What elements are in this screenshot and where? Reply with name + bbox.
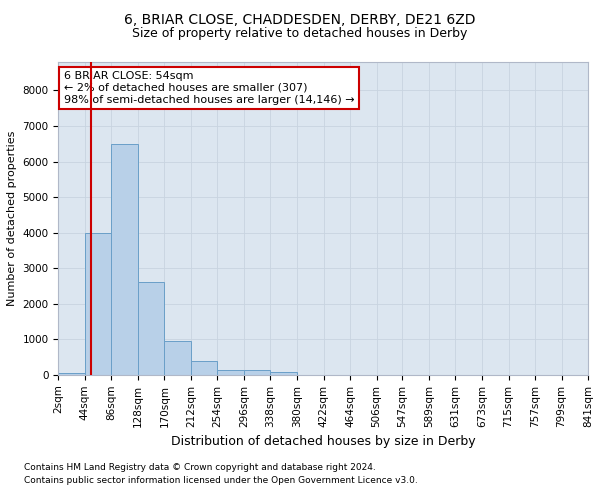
Text: Contains HM Land Registry data © Crown copyright and database right 2024.: Contains HM Land Registry data © Crown c… xyxy=(24,464,376,472)
Bar xyxy=(85,232,112,375)
Bar xyxy=(244,370,271,375)
Text: 6 BRIAR CLOSE: 54sqm
← 2% of detached houses are smaller (307)
98% of semi-detac: 6 BRIAR CLOSE: 54sqm ← 2% of detached ho… xyxy=(64,72,354,104)
Bar xyxy=(191,362,217,375)
Text: Size of property relative to detached houses in Derby: Size of property relative to detached ho… xyxy=(133,28,467,40)
Bar xyxy=(271,372,297,375)
X-axis label: Distribution of detached houses by size in Derby: Distribution of detached houses by size … xyxy=(171,435,476,448)
Bar xyxy=(58,373,85,375)
Text: 6, BRIAR CLOSE, CHADDESDEN, DERBY, DE21 6ZD: 6, BRIAR CLOSE, CHADDESDEN, DERBY, DE21 … xyxy=(124,12,476,26)
Bar xyxy=(217,370,244,375)
Y-axis label: Number of detached properties: Number of detached properties xyxy=(7,130,17,306)
Bar xyxy=(112,144,138,375)
Text: Contains public sector information licensed under the Open Government Licence v3: Contains public sector information licen… xyxy=(24,476,418,485)
Bar xyxy=(164,341,191,375)
Bar xyxy=(138,282,164,375)
